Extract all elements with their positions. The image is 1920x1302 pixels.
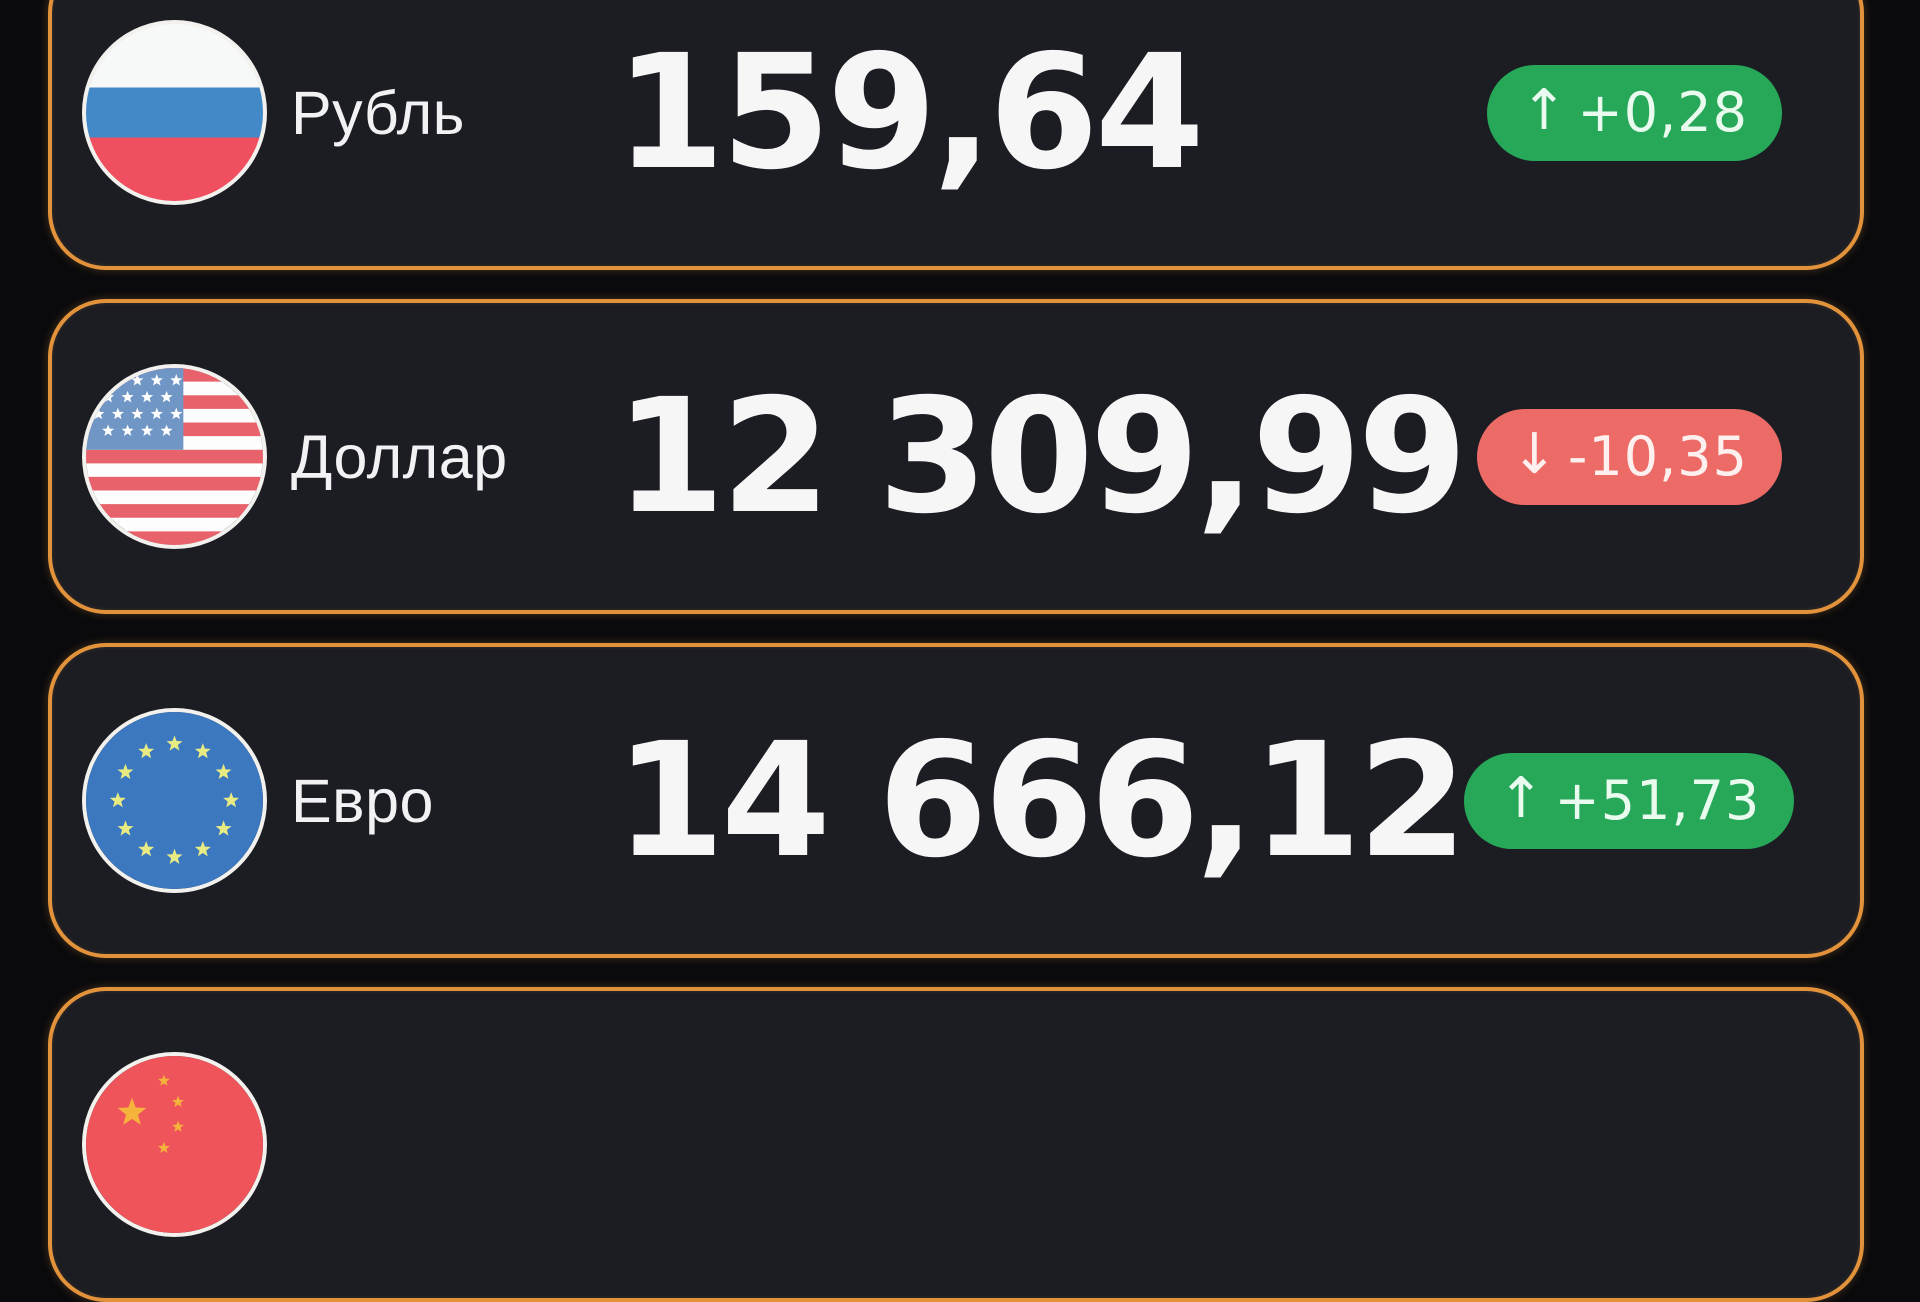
currency-card-dollar: Доллар 12 309,99 ↓ -10,35 xyxy=(48,299,1864,614)
china-flag-icon xyxy=(82,1052,267,1237)
currency-rate-value: 12 309,99 xyxy=(615,364,1468,549)
currency-rate-value: 159,64 xyxy=(615,20,1205,205)
currency-name-label: Доллар xyxy=(291,422,508,491)
currency-name-label: Рубль xyxy=(291,78,465,147)
change-value: -10,35 xyxy=(1567,424,1748,488)
russia-flag-icon xyxy=(82,20,267,205)
currency-card-yuan xyxy=(48,987,1864,1302)
currency-card-ruble: Рубль 159,64 ↑ +0,28 xyxy=(48,0,1864,270)
arrow-down-icon: ↓ xyxy=(1511,421,1558,487)
change-badge-negative: ↓ -10,35 xyxy=(1477,408,1782,505)
currency-rate-value: 14 666,12 xyxy=(615,708,1468,893)
change-badge-positive: ↑ +0,28 xyxy=(1486,64,1782,161)
arrow-up-icon: ↑ xyxy=(1497,765,1545,831)
currency-card-list: Рубль 159,64 ↑ +0,28 xyxy=(48,0,1864,1302)
change-badge-positive: ↑ +51,73 xyxy=(1463,752,1795,849)
eu-flag-icon xyxy=(82,708,267,893)
arrow-up-icon: ↑ xyxy=(1520,77,1568,143)
change-value: +51,73 xyxy=(1554,768,1761,832)
currency-name-label: Евро xyxy=(291,766,434,835)
usa-flag-icon xyxy=(82,364,267,549)
currency-card-euro: Евро 14 666,12 ↑ +51,73 xyxy=(48,643,1864,958)
change-value: +0,28 xyxy=(1577,80,1748,144)
